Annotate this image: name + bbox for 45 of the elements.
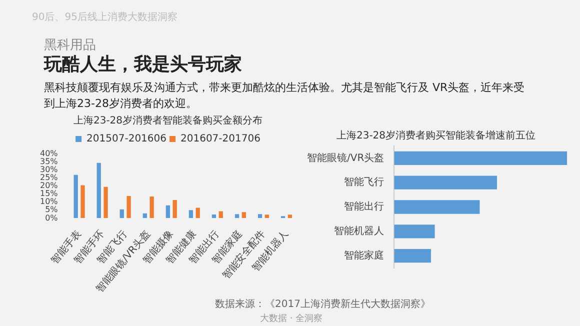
text: 大数据 · 全洞察	[260, 312, 323, 325]
bar	[196, 208, 200, 218]
bar	[96, 162, 101, 218]
bar	[264, 214, 269, 218]
y-tick-label: 35%	[40, 157, 58, 166]
text: 黑科技颠覆现有娱乐及沟通方式，带来更加酷炫的生活体验。尤其是智能飞行及 VR头盔，近年来受到上海23-28岁消费者的欢迎。	[44, 80, 526, 112]
bar	[394, 224, 435, 238]
chart-title: 上海23-28岁消费者购买智能装备增速前五位	[336, 130, 536, 142]
y-tick-label: 智能飞行	[344, 176, 384, 188]
y-tick-label: 智能眼镜/VR头盔	[306, 152, 384, 164]
bar	[394, 200, 480, 214]
bar	[120, 209, 124, 218]
chart-title: 上海23-28岁消费者智能装备购买金额分布	[73, 114, 263, 127]
y-tick-label: 40%	[40, 149, 58, 158]
bar	[142, 213, 147, 218]
y-tick-label: 20%	[40, 181, 58, 190]
bar	[150, 196, 154, 218]
bar	[234, 214, 240, 218]
source-note: 数据来源：《2017上海消费新生代大数据洞察》	[215, 298, 430, 311]
y-tick-label: 25%	[40, 173, 58, 182]
y-tick-label: 30%	[40, 165, 58, 174]
y-tick-label: 15%	[40, 189, 58, 198]
bar	[394, 151, 567, 166]
bar	[188, 210, 194, 218]
bar	[166, 205, 170, 218]
bar	[218, 211, 223, 218]
bar	[74, 174, 78, 218]
bar	[394, 248, 431, 263]
y-tick-label: 0%	[45, 213, 58, 222]
bar	[126, 196, 131, 218]
bar	[242, 212, 246, 218]
y-tick-label: 10%	[40, 197, 58, 206]
bar	[394, 176, 497, 190]
bar	[104, 186, 108, 218]
legend-label: 201507-201606	[86, 134, 167, 145]
bar	[80, 185, 85, 218]
text: 玩酷人生，我是头号玩家	[44, 53, 242, 76]
text: 黑科用品	[44, 37, 96, 54]
bar	[172, 200, 177, 218]
legend-label: 201607-201706	[180, 134, 260, 145]
bar	[288, 214, 292, 218]
bar	[258, 214, 262, 218]
y-tick-label: 5%	[45, 205, 58, 214]
bar	[212, 214, 216, 218]
y-tick-label: 智能出行	[344, 200, 384, 213]
